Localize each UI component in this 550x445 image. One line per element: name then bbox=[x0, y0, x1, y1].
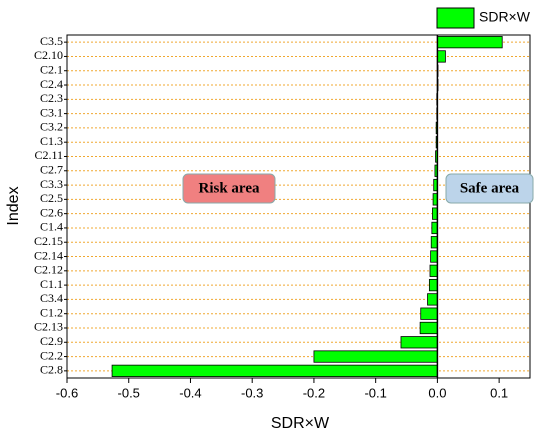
y-tick-label: C2.11 bbox=[34, 148, 63, 162]
annotation-box bbox=[445, 173, 534, 204]
x-axis-label: SDR×W bbox=[271, 415, 330, 432]
bar bbox=[400, 336, 438, 349]
bar bbox=[429, 264, 438, 277]
x-tick-label: -0.4 bbox=[179, 385, 201, 400]
y-tick-label: C2.3 bbox=[40, 91, 63, 105]
y-tick-label: C2.9 bbox=[40, 334, 63, 348]
y-tick-label: C2.13 bbox=[34, 320, 63, 334]
bar bbox=[436, 50, 446, 63]
y-tick-label: C2.10 bbox=[34, 48, 63, 62]
annotation-box bbox=[182, 173, 276, 204]
y-tick-label: C2.8 bbox=[40, 363, 63, 377]
x-tick-label: -0.2 bbox=[303, 385, 325, 400]
x-tick-label: -0.3 bbox=[241, 385, 263, 400]
y-axis-label: Index bbox=[5, 186, 22, 225]
y-tick-label: C2.1 bbox=[40, 62, 63, 76]
x-tick-label: 0.1 bbox=[490, 385, 508, 400]
y-tick-label: C2.4 bbox=[40, 77, 63, 91]
y-tick-label: C3.1 bbox=[40, 105, 63, 119]
y-tick-label: C2.14 bbox=[34, 248, 63, 262]
legend-swatch bbox=[436, 7, 475, 29]
y-tick-label: C2.7 bbox=[40, 163, 63, 177]
y-tick-label: C3.5 bbox=[40, 34, 63, 48]
x-tick-label: -0.6 bbox=[56, 385, 78, 400]
y-tick-label: C2.15 bbox=[34, 234, 63, 248]
bar bbox=[430, 250, 438, 263]
bar bbox=[427, 293, 438, 306]
y-tick-label: C1.3 bbox=[40, 134, 63, 148]
annotation: Safe area bbox=[460, 180, 520, 196]
y-tick-label: C2.12 bbox=[34, 263, 63, 277]
y-tick-label: C2.5 bbox=[40, 191, 63, 205]
bar bbox=[111, 364, 438, 377]
bar bbox=[419, 321, 438, 335]
annotation: Risk area bbox=[199, 180, 260, 196]
plot-frame bbox=[66, 34, 531, 379]
bar bbox=[428, 278, 438, 292]
x-tick-label: -0.1 bbox=[364, 385, 386, 400]
y-tick-label: C1.1 bbox=[40, 277, 63, 291]
bar bbox=[420, 307, 438, 320]
bar bbox=[430, 236, 438, 249]
y-tick-label: C2.2 bbox=[40, 348, 63, 362]
legend-label: SDR×W bbox=[479, 9, 531, 25]
y-tick-label: C1.2 bbox=[40, 305, 63, 319]
y-tick-label: C2.6 bbox=[40, 205, 63, 219]
bar bbox=[431, 221, 438, 235]
y-tick-label: C3.4 bbox=[40, 291, 63, 305]
y-tick-label: C3.3 bbox=[40, 177, 63, 191]
bar bbox=[436, 36, 503, 49]
x-tick-label: 0.0 bbox=[428, 385, 446, 400]
y-tick-label: C1.4 bbox=[40, 220, 63, 234]
x-tick-label: -0.5 bbox=[118, 385, 140, 400]
y-tick-label: C3.2 bbox=[40, 120, 63, 134]
bar bbox=[313, 350, 438, 363]
